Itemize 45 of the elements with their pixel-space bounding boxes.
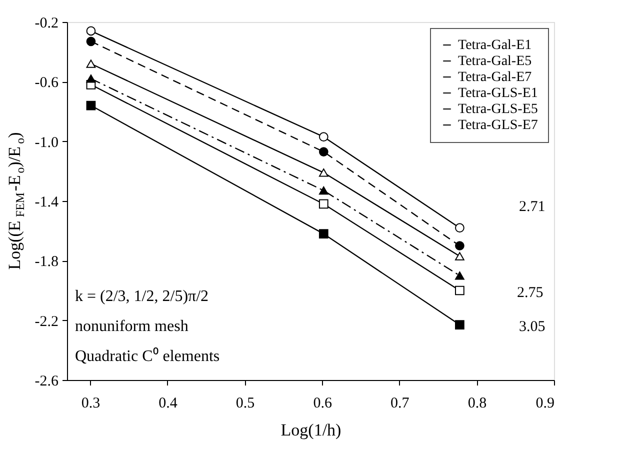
point xyxy=(318,132,328,142)
y-tick-label: -2.6 xyxy=(34,374,59,390)
legend-label: Tetra-Gal-E1 xyxy=(458,38,532,53)
legend-label: Tetra-Gal-E7 xyxy=(458,70,532,85)
annotation: 2.71 xyxy=(519,199,546,215)
annotation: Quadratic C⁰ elements xyxy=(75,347,220,365)
point xyxy=(455,223,464,233)
y-tick-label: -1.8 xyxy=(34,254,58,270)
point xyxy=(455,241,464,250)
point xyxy=(86,100,96,110)
annotation: nonuniform mesh xyxy=(75,318,188,335)
point xyxy=(318,229,328,238)
x-tick-label: 0.9 xyxy=(536,396,554,412)
x-tick-label: 0.4 xyxy=(158,396,178,412)
x-tick-label: 0.3 xyxy=(81,396,100,412)
point xyxy=(455,286,464,296)
x-tick-label: 0.6 xyxy=(313,396,332,412)
point xyxy=(318,186,328,195)
x-tick-label: 0.5 xyxy=(236,396,255,412)
legend-label: Tetra-GLS-E1 xyxy=(458,86,538,101)
y-tick-label: -0.6 xyxy=(34,75,59,92)
point xyxy=(318,168,328,177)
point xyxy=(86,26,96,36)
point xyxy=(86,74,96,83)
point xyxy=(86,36,96,46)
y-axis-title: Log((EFEM-Eo)/Eo) xyxy=(5,132,27,270)
point xyxy=(86,60,96,68)
x-tick-label: 0.7 xyxy=(390,396,410,412)
x-axis-title: Log(1/h) xyxy=(280,420,342,440)
y-tick-label: -0.2 xyxy=(34,16,58,32)
point xyxy=(455,320,464,330)
y-tick-label: -1.0 xyxy=(34,134,58,151)
y-tick-label: -1.4 xyxy=(34,194,59,210)
point xyxy=(318,147,328,156)
x-tick-label: 0.8 xyxy=(468,396,487,412)
point xyxy=(455,252,464,260)
y-tick-label: -2.2 xyxy=(34,314,58,330)
point xyxy=(455,271,464,280)
legend-label: Tetra-GLS-E7 xyxy=(458,118,538,133)
legend-label: Tetra-Gal-E5 xyxy=(458,54,532,69)
point xyxy=(318,199,328,209)
annotation: k = (2/3, 1/2, 2/5)π/2 xyxy=(75,288,209,305)
annotation: 2.75 xyxy=(517,285,544,301)
legend-label: Tetra-GLS-E5 xyxy=(458,102,538,117)
annotation: 3.05 xyxy=(519,319,546,335)
